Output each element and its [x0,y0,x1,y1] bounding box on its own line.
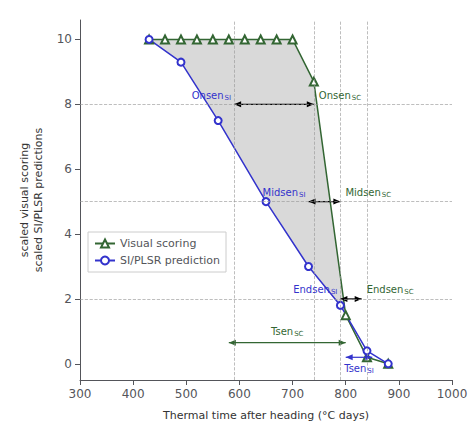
svg-text:SC: SC [294,330,303,338]
svg-text:2: 2 [64,292,72,306]
svg-text:SI: SI [299,191,306,199]
svg-text:600: 600 [228,387,251,401]
svg-text:1000: 1000 [437,387,468,401]
svg-text:Endsen: Endsen [367,284,404,295]
svg-text:Tsen: Tsen [270,326,293,337]
svg-text:10: 10 [57,32,72,46]
svg-text:Midsen: Midsen [345,187,380,198]
svg-text:8: 8 [64,97,72,111]
svg-text:SI/PLSR prediction: SI/PLSR prediction [120,254,220,267]
svg-text:scaled visual scoring: scaled visual scoring [18,143,31,257]
svg-text:400: 400 [122,387,145,401]
svg-text:6: 6 [64,162,72,176]
svg-text:Onsen: Onsen [192,90,224,101]
svg-text:0: 0 [64,357,72,371]
svg-text:Midsen: Midsen [263,187,298,198]
svg-text:900: 900 [387,387,410,401]
svg-text:SC: SC [404,288,413,296]
svg-text:500: 500 [175,387,198,401]
svg-text:300: 300 [69,387,92,401]
svg-text:Visual scoring: Visual scoring [120,237,196,250]
svg-text:SI: SI [225,94,232,102]
svg-text:Onsen: Onsen [319,90,351,101]
svg-text:SC: SC [352,94,361,102]
svg-text:Endsen: Endsen [293,284,330,295]
svg-text:4: 4 [64,227,72,241]
svg-text:SC: SC [382,191,391,199]
svg-text:800: 800 [334,387,357,401]
svg-text:Tsen: Tsen [343,363,366,374]
svg-text:scaled SI/PLSR predictions: scaled SI/PLSR predictions [32,127,45,272]
svg-text:SI: SI [367,367,374,375]
svg-text:SI: SI [331,288,338,296]
svg-text:Thermal time after heading (°C: Thermal time after heading (°C days) [162,409,369,422]
svg-text:700: 700 [281,387,304,401]
